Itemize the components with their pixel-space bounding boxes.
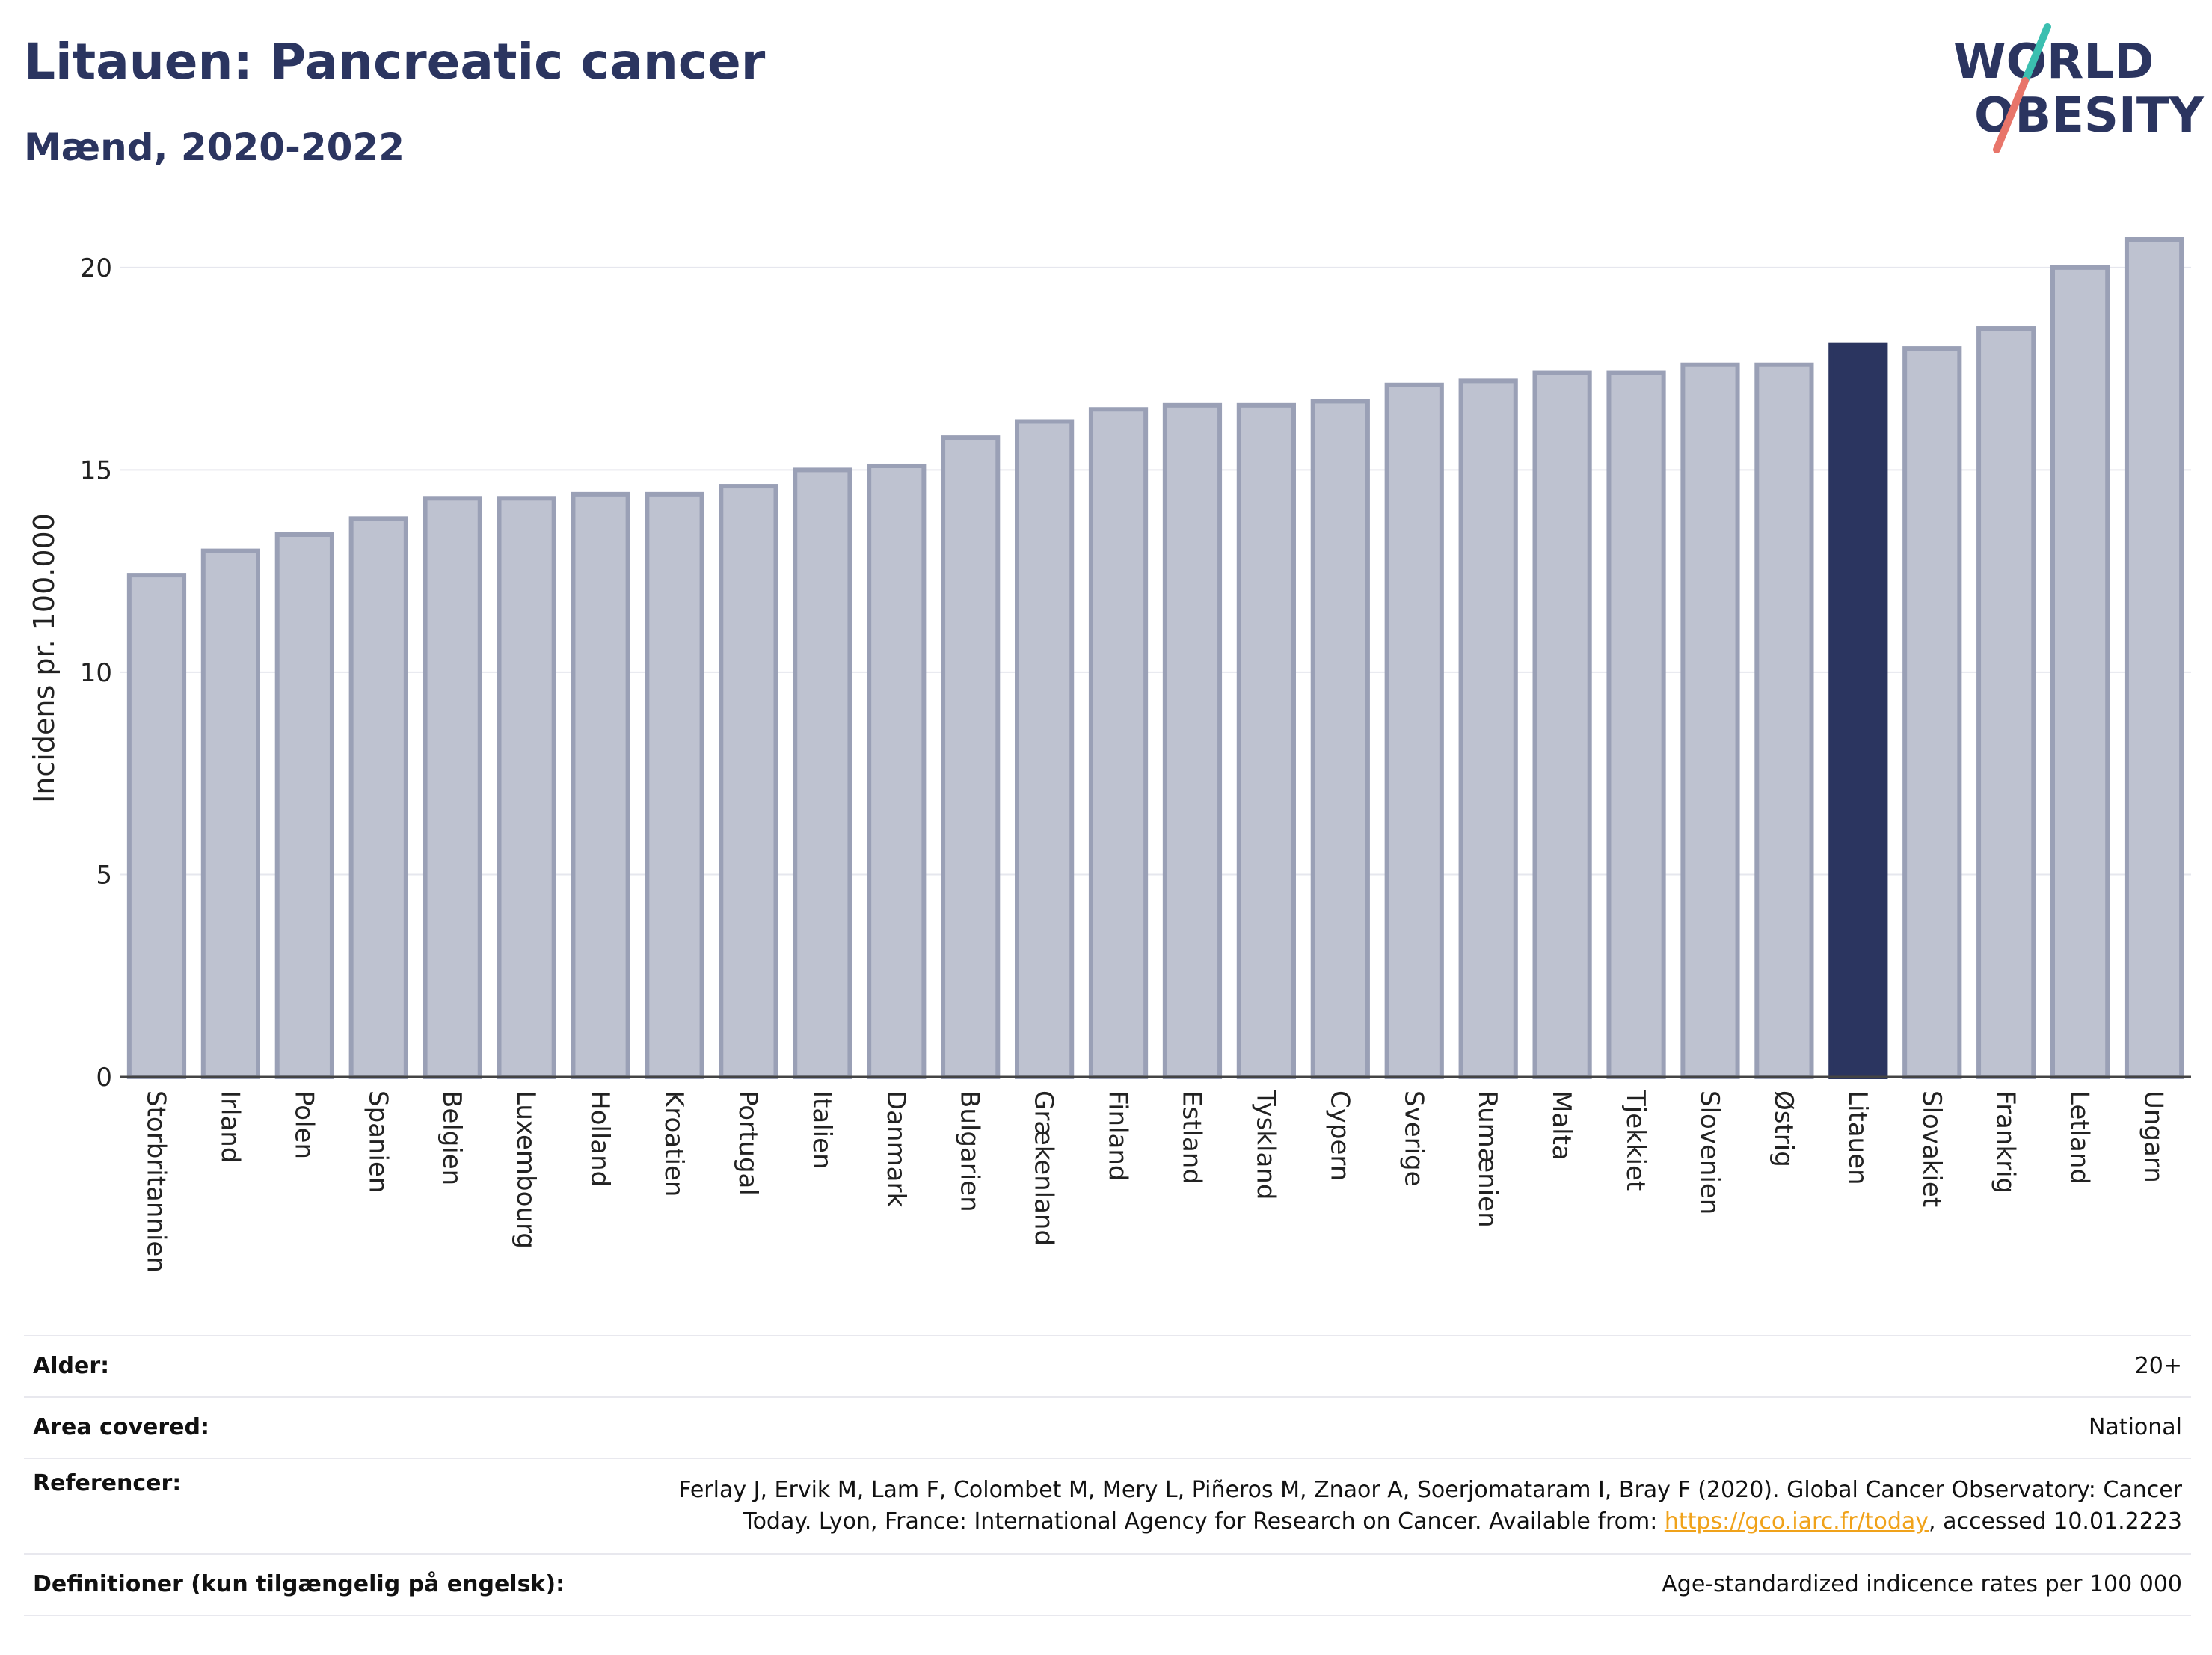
bar — [1902, 346, 1962, 1079]
reference-line-1: Ferlay J, Ervik M, Lam F, Colombet M, Me… — [678, 1477, 2182, 1503]
info-value-references: Ferlay J, Ervik M, Lam F, Colombet M, Me… — [595, 1458, 2191, 1555]
x-tick-label: Polen — [289, 1090, 319, 1159]
x-tick-label: Malta — [1546, 1090, 1576, 1161]
bar-highlighted — [1828, 342, 1888, 1079]
x-tick-label: Portugal — [733, 1090, 763, 1196]
x-tick-label: Danmark — [881, 1090, 911, 1207]
y-axis-title: Incidens pr. 100.000 — [28, 513, 61, 803]
x-tick-label: Ungarn — [2139, 1090, 2169, 1183]
chart-subtitle: Mænd, 2020-2022 — [24, 126, 405, 169]
x-tick-label: Østrig — [1769, 1090, 1798, 1167]
x-tick-label: Finland — [1103, 1090, 1133, 1182]
reference-link[interactable]: https://gco.iarc.fr/today — [1664, 1508, 1929, 1535]
x-tick-label: Italien — [807, 1090, 837, 1170]
info-label-references: Referencer: — [24, 1458, 595, 1555]
info-value-age: 20+ — [595, 1335, 2191, 1398]
x-tick-label: Tjekkiet — [1620, 1090, 1650, 1191]
bar — [348, 516, 408, 1080]
x-tick-label: Sverige — [1398, 1090, 1428, 1187]
bar-chart: 0 5 10 15 20 Storbritannien Irland Polen Spanie… — [28, 237, 2191, 1273]
bar — [1458, 378, 1518, 1079]
bar — [571, 491, 630, 1079]
x-tick-label: Kroatien — [659, 1090, 689, 1197]
x-tick-label: Bulgarien — [955, 1090, 985, 1212]
bar — [1384, 382, 1444, 1080]
x-tick-label: Spanien — [363, 1090, 393, 1193]
x-tick-label: Belgien — [437, 1090, 467, 1185]
bar — [793, 467, 852, 1079]
bar — [1015, 419, 1075, 1079]
bar — [941, 435, 1001, 1079]
bar — [1532, 370, 1592, 1079]
bar — [200, 548, 260, 1079]
x-tick-label: Holland — [585, 1090, 615, 1187]
info-row-references: Referencer: Ferlay J, Ervik M, Lam F, Co… — [24, 1458, 2191, 1555]
bar — [126, 573, 187, 1079]
x-tick-label: Litauen — [1843, 1090, 1872, 1185]
bar — [274, 532, 334, 1080]
x-tick-label: Luxembourg — [511, 1090, 541, 1249]
x-tick-label: Slovakiet — [1917, 1090, 1947, 1207]
x-tick-label: Irland — [215, 1090, 245, 1163]
bar — [1754, 362, 1814, 1079]
bar — [1606, 370, 1666, 1079]
bar — [2124, 237, 2184, 1079]
bar — [645, 491, 704, 1079]
bars — [126, 237, 2184, 1080]
x-tick-label: Letland — [2065, 1090, 2095, 1185]
logo-slash-teal — [2021, 23, 2051, 85]
world-obesity-logo: WORLD OBESITY — [1953, 23, 2204, 153]
logo-slash-coral — [1993, 77, 2029, 153]
bar — [1162, 402, 1223, 1079]
x-tick-label: Rumænien — [1472, 1090, 1502, 1228]
x-tick-label: Frankrig — [1991, 1090, 2021, 1194]
info-row-definitions: Definitioner (kun tilgængelig på engelsk… — [24, 1553, 2191, 1616]
bar — [2050, 265, 2110, 1080]
bar — [497, 496, 556, 1079]
x-tick-label: Tyskland — [1250, 1090, 1280, 1200]
bar — [1088, 407, 1149, 1079]
x-tick-label: Grækenland — [1029, 1090, 1059, 1246]
bar — [1310, 399, 1370, 1079]
info-value-definitions: Age-standardized indicence rates per 100… — [595, 1553, 2191, 1616]
y-tick-label: 15 — [80, 455, 112, 485]
y-tick-label: 20 — [80, 254, 112, 283]
logo-word-world: WORLD — [1953, 34, 2154, 90]
info-row-age: Alder: 20+ — [24, 1335, 2191, 1398]
info-value-area: National — [595, 1396, 2191, 1459]
x-tick-label: Slovenien — [1695, 1090, 1724, 1215]
y-axis-ticks: 0 5 10 15 20 — [80, 254, 112, 1093]
info-row-area: Area covered: National — [24, 1396, 2191, 1459]
chart-title: Litauen: Pancreatic cancer — [24, 33, 766, 90]
x-tick-label: Estland — [1176, 1090, 1206, 1185]
bar — [423, 496, 482, 1079]
x-axis-ticks: Storbritannien Irland Polen Spanien Belgien L… — [141, 1090, 2168, 1273]
reference-line-2-post: , accessed 10.01.2223 — [1929, 1508, 2182, 1535]
y-tick-label: 10 — [80, 658, 112, 688]
info-label-age: Alder: — [24, 1335, 595, 1398]
y-tick-label: 0 — [96, 1063, 112, 1093]
bar — [1680, 362, 1740, 1079]
info-table: Alder: 20+ Area covered: National Refere… — [24, 1335, 2191, 1616]
bar — [719, 484, 778, 1080]
info-label-definitions: Definitioner (kun tilgængelig på engelsk… — [24, 1553, 595, 1616]
y-tick-label: 5 — [96, 860, 112, 890]
reference-line-2-pre: Today. Lyon, France: International Agenc… — [743, 1508, 1665, 1535]
bar — [867, 463, 927, 1079]
bar — [1236, 402, 1296, 1079]
info-label-area: Area covered: — [24, 1396, 595, 1459]
x-tick-label: Storbritannien — [141, 1090, 170, 1273]
x-tick-label: Cypern — [1324, 1090, 1354, 1181]
bar — [1976, 326, 2036, 1079]
